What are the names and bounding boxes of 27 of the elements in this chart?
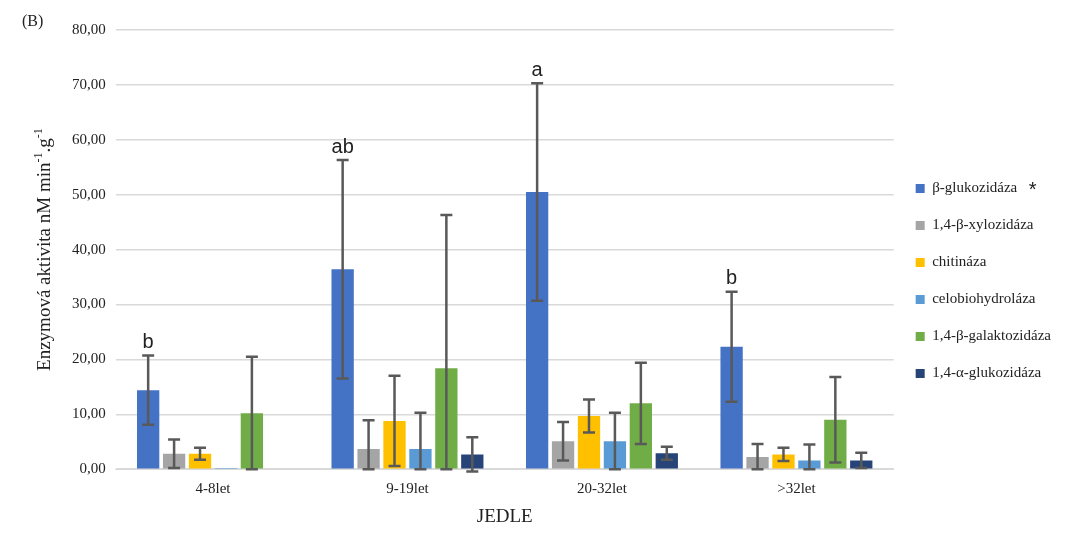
legend-label: β-glukozidáza: [932, 179, 1018, 196]
y-tick-label: 30,00: [72, 295, 106, 312]
x-axis-title: JEDLE: [476, 504, 533, 526]
text: *: [1028, 178, 1037, 201]
y-tick-label: 80,00: [72, 20, 106, 37]
y-axis-title: Enzymová aktivita nM min-1.g-1: [31, 128, 54, 371]
legend-label: chitináza: [932, 253, 987, 270]
y-tick-label: 20,00: [72, 350, 106, 367]
annotation: b: [726, 266, 738, 289]
legend-label: 1,4-β-galaktozidáza: [932, 327, 1052, 344]
y-tick-label: 0,00: [79, 460, 106, 477]
annotation: b: [142, 330, 154, 353]
y-tick-label: 60,00: [72, 130, 106, 147]
legend-label: celobiohydroláza: [932, 290, 1036, 307]
x-tick-label: >32let: [777, 480, 817, 497]
annotation: ab: [331, 134, 354, 157]
legend-label: 1,4-β-xylozidáza: [932, 216, 1034, 233]
y-tick-label: 40,00: [72, 240, 106, 257]
y-tick-label: 70,00: [72, 75, 106, 92]
legend-label: 1,4-α-glukozidáza: [932, 364, 1042, 381]
annotation: a: [531, 57, 544, 80]
x-tick-label: 4-8let: [195, 480, 232, 497]
y-tick-label: 10,00: [72, 405, 106, 422]
x-tick-label: 20-32let: [576, 480, 628, 497]
x-tick-label: 9-19let: [386, 480, 430, 497]
text: (B): [22, 12, 44, 31]
y-tick-label: 50,00: [72, 185, 106, 202]
